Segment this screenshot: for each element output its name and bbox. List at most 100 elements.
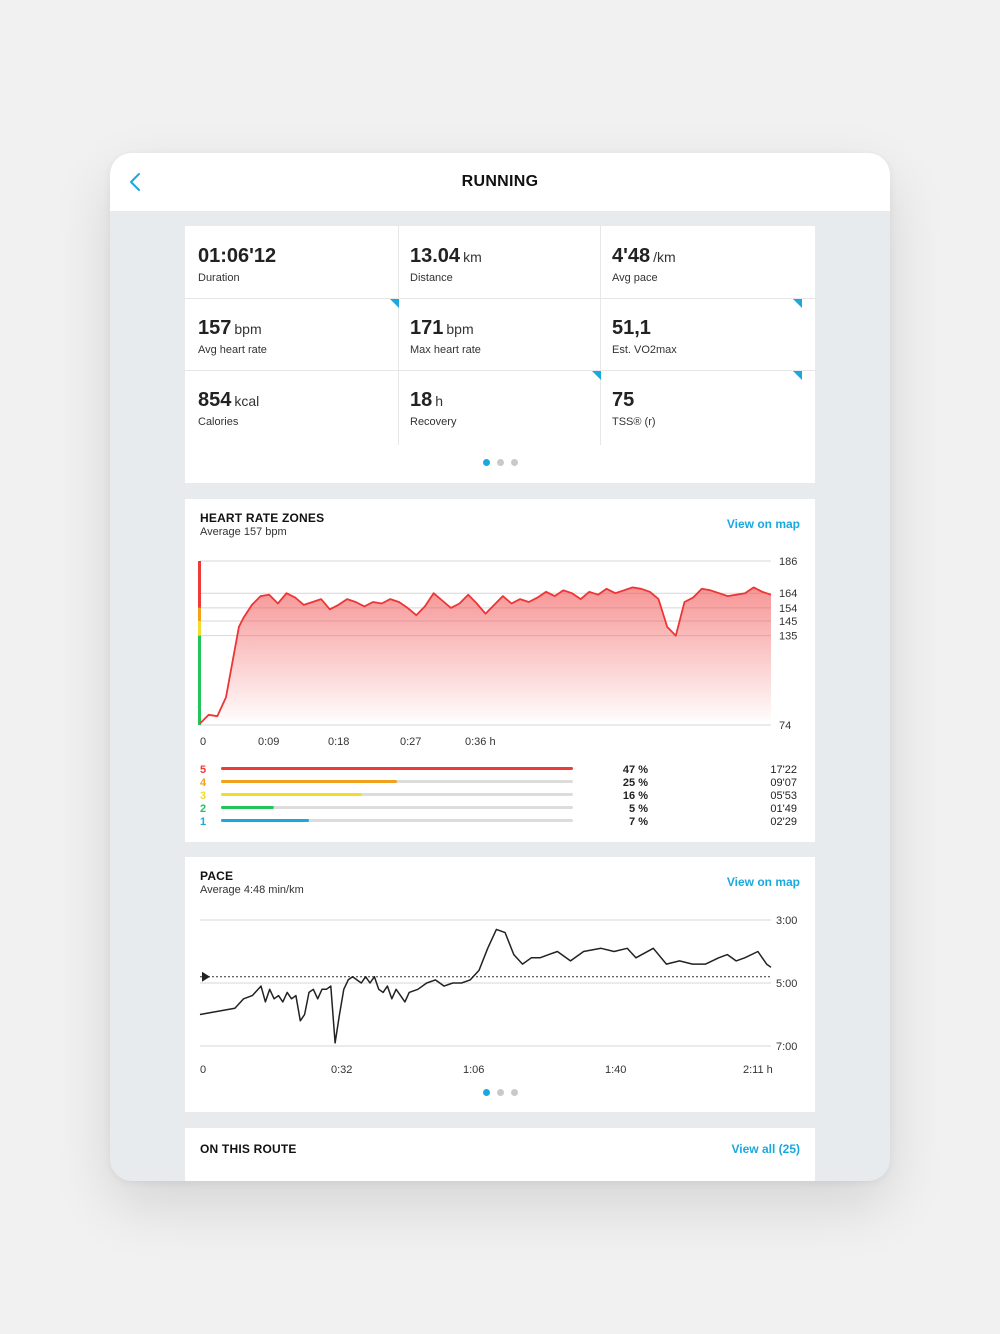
heart-rate-card: HEART RATE ZONES Average 157 bpm View on… (185, 499, 815, 842)
y-tick-label: 186 (779, 556, 797, 568)
pager-dot[interactable] (510, 1089, 518, 1096)
zone-time: 01'49 (770, 803, 797, 815)
stat-label: Max heart rate (410, 344, 481, 356)
card-subtitle: Average 4:48 min/km (200, 884, 304, 896)
pager-dot[interactable] (482, 459, 490, 466)
stat-label: Avg pace (612, 272, 658, 284)
zone-time: 02'29 (770, 816, 797, 828)
x-tick-label: 0:09 (258, 736, 279, 748)
card-title: ON THIS ROUTE (200, 1142, 297, 1156)
stat-value: 01:06'12 (198, 245, 277, 267)
y-tick-label: 164 (779, 588, 797, 600)
zone-bar-fill (221, 767, 573, 770)
x-tick-label: 2:11 h (743, 1064, 773, 1076)
top-bar: RUNNING (110, 153, 890, 211)
x-tick-label: 0:27 (400, 736, 421, 748)
zone-bar-track (221, 819, 573, 822)
zone-bar-fill (221, 819, 309, 822)
view-on-map-link[interactable]: View on map (726, 875, 800, 889)
heart-rate-line (199, 586, 772, 725)
x-tick-label: 1:06 (463, 1064, 484, 1076)
zone-number: 1 (200, 816, 206, 828)
y-tick-label: 135 (779, 631, 797, 643)
zone-breakdown: 5 47 % 17'224 25 % 09'073 16 % 05'532 5 % 01'491… (200, 764, 797, 828)
x-tick-label: 1:40 (605, 1064, 626, 1076)
card-title: HEART RATE ZONES (200, 511, 325, 525)
card-subtitle: Average 157 bpm (200, 526, 287, 538)
x-tick-label: 0:32 (331, 1064, 352, 1076)
back-button[interactable] (120, 167, 150, 197)
zone-percent: 5 % (629, 803, 648, 815)
zone-bar-segment (198, 635, 201, 725)
zone-bar-fill (221, 793, 362, 796)
stat-value: 18 h (410, 389, 444, 411)
x-tick-label: 0 (200, 736, 206, 748)
zone-bar-segment (198, 621, 201, 636)
info-corner-marker (592, 371, 601, 380)
stat-value: 13.04 km (410, 245, 482, 267)
zone-time: 09'07 (770, 777, 797, 789)
stat-recovery[interactable]: 18 h Recovery (397, 370, 597, 442)
y-tick-label: 74 (779, 720, 791, 732)
zone-number: 5 (200, 764, 206, 776)
average-marker-icon (202, 971, 210, 982)
stat-label: Est. VO2max (612, 344, 677, 356)
zone-percent: 25 % (623, 777, 648, 789)
pager-dot[interactable] (482, 1089, 490, 1096)
chart-gridlines (200, 919, 771, 1047)
x-axis-ticks: 0 0:09 0:18 0:27 0:36 h (200, 736, 496, 748)
pace-pager (185, 1089, 815, 1096)
zone-bar-fill (221, 806, 274, 809)
stat-label: Distance (410, 272, 453, 284)
y-tick-label: 145 (779, 616, 797, 628)
stat-value: 854 kcal (198, 389, 260, 411)
zone-bar-track (221, 806, 573, 809)
zone-time: 17'22 (770, 764, 797, 776)
stat-max-heart-rate: 171 bpm Max heart rate (397, 298, 597, 370)
card-title: PACE (200, 869, 234, 883)
on-this-route-card: ON THIS ROUTE View all (25) (185, 1128, 815, 1181)
device-frame: RUNNING 01:06'12 Duration 13.04 km Distan… (110, 153, 890, 1181)
zone-bar-fill (221, 780, 397, 783)
stat-tss[interactable]: 75 TSS® (r) (599, 370, 799, 442)
view-on-map-link[interactable]: View on map (726, 517, 800, 531)
heart-rate-area (200, 587, 771, 725)
zone-time: 05'53 (770, 790, 797, 802)
y-tick-label: 5:00 (776, 978, 797, 990)
stat-label: Calories (198, 416, 239, 428)
zone-color-axis (198, 561, 201, 725)
stat-vo2max[interactable]: 51,1 Est. VO2max (599, 298, 799, 370)
zone-bar-segment (198, 561, 201, 608)
zone-number: 4 (200, 777, 207, 789)
stat-value: 4'48/km (612, 245, 676, 267)
stat-value: 75 (612, 389, 635, 411)
x-tick-label: 0 (200, 1064, 206, 1076)
stat-label: Duration (198, 272, 240, 284)
info-corner-marker (793, 371, 802, 380)
x-tick-label: 0:18 (328, 736, 349, 748)
y-tick-label: 7:00 (776, 1041, 797, 1053)
stat-label: Recovery (410, 416, 457, 428)
stat-avg-heart-rate[interactable]: 157 bpm Avg heart rate (185, 298, 385, 370)
x-axis-ticks: 0 0:32 1:06 1:40 2:11 h (200, 1064, 773, 1076)
page-title: RUNNING (461, 173, 539, 190)
view-all-link[interactable]: View all (25) (731, 1142, 800, 1156)
zone-percent: 7 % (629, 816, 648, 828)
stat-distance: 13.04 km Distance (397, 226, 597, 298)
grid-divider (185, 370, 815, 371)
stat-value: 157 bpm (198, 317, 262, 339)
zone-bar-segment (198, 607, 201, 622)
y-tick-label: 154 (779, 603, 797, 615)
zone-number: 2 (200, 803, 206, 815)
summary-pager (185, 459, 815, 466)
chevron-left-icon (130, 173, 140, 191)
pager-dot[interactable] (496, 459, 504, 466)
grid-divider (185, 298, 815, 299)
pager-dot[interactable] (496, 1089, 504, 1096)
y-tick-label: 3:00 (776, 915, 797, 927)
pager-dot[interactable] (510, 459, 518, 466)
info-corner-marker (793, 299, 802, 308)
stat-value: 51,1 (612, 317, 651, 339)
pace-chart: 3:00 5:00 7:00 0 0:32 1:06 1:40 2:11 h (199, 915, 797, 1076)
